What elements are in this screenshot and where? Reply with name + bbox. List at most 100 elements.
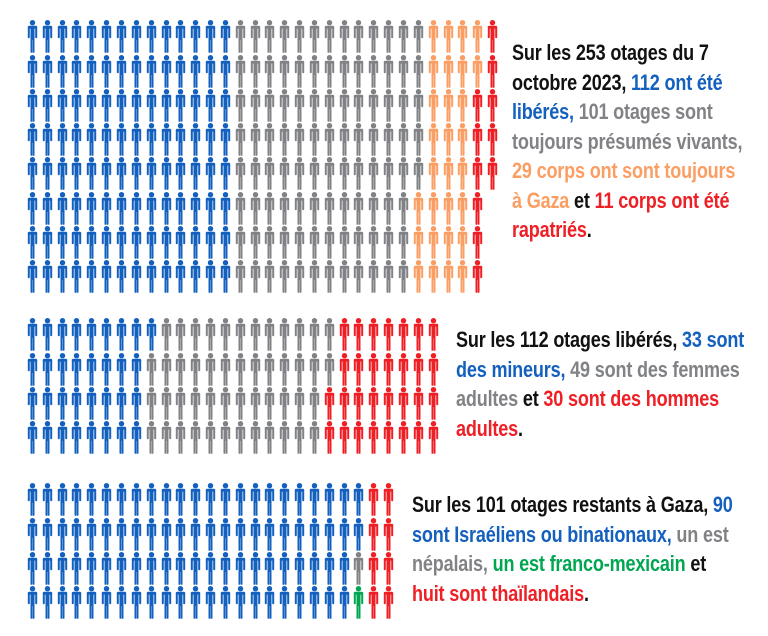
person-icon bbox=[352, 482, 367, 517]
person-icon bbox=[233, 53, 248, 88]
person-icon bbox=[25, 53, 40, 88]
person-icon bbox=[99, 516, 114, 551]
person-icon bbox=[99, 482, 114, 517]
person-icon bbox=[25, 19, 40, 54]
person-icon bbox=[426, 259, 441, 294]
person-icon bbox=[173, 19, 188, 54]
person-icon bbox=[218, 88, 233, 122]
person-icon bbox=[84, 482, 99, 517]
person-icon bbox=[352, 585, 367, 619]
person-icon bbox=[322, 551, 337, 585]
person-icon bbox=[159, 88, 174, 122]
person-icon bbox=[99, 351, 114, 386]
person-icon bbox=[55, 551, 70, 585]
person-icon bbox=[455, 19, 470, 54]
person-icon bbox=[396, 225, 411, 259]
text-segment: et bbox=[690, 551, 707, 576]
text-segment: des mineurs, bbox=[456, 356, 571, 382]
person-icon bbox=[277, 190, 292, 225]
person-icon bbox=[173, 482, 188, 517]
person-icon bbox=[322, 259, 337, 294]
person-icon bbox=[25, 122, 40, 156]
person-icon bbox=[84, 53, 99, 88]
person-icon bbox=[233, 225, 248, 259]
person-icon bbox=[159, 351, 174, 386]
person-icon bbox=[411, 190, 426, 225]
person-icon bbox=[352, 122, 367, 156]
person-icon bbox=[307, 585, 322, 619]
person-icon bbox=[396, 19, 411, 54]
person-icon bbox=[114, 420, 129, 454]
person-icon bbox=[173, 53, 188, 88]
waffle-chart-112-released bbox=[25, 317, 441, 454]
person-icon bbox=[173, 551, 188, 585]
person-icon bbox=[470, 259, 485, 294]
person-icon bbox=[292, 190, 307, 225]
person-icon bbox=[25, 585, 40, 619]
person-icon bbox=[40, 351, 55, 386]
person-icon bbox=[411, 317, 426, 352]
person-icon bbox=[203, 19, 218, 54]
text-segment: rapatriés bbox=[512, 217, 587, 242]
person-icon bbox=[396, 420, 411, 454]
caption-line: Sur les 112 otages libérés, 33 sont bbox=[456, 325, 744, 355]
person-icon bbox=[455, 88, 470, 122]
person-icon bbox=[40, 482, 55, 517]
caption-line: Sur les 101 otages restants à Gaza, 90 bbox=[412, 490, 733, 520]
person-icon bbox=[203, 259, 218, 294]
person-icon bbox=[40, 225, 55, 259]
person-icon bbox=[352, 317, 367, 352]
person-icon bbox=[263, 225, 278, 259]
person-icon bbox=[188, 259, 203, 294]
person-icon bbox=[263, 551, 278, 585]
caption-line: toujours présumés vivants, bbox=[512, 127, 742, 157]
person-icon bbox=[337, 19, 352, 54]
person-icon bbox=[188, 386, 203, 420]
person-icon bbox=[144, 482, 159, 517]
person-icon bbox=[144, 386, 159, 420]
person-icon bbox=[114, 386, 129, 420]
person-icon bbox=[99, 53, 114, 88]
person-icon bbox=[70, 88, 85, 122]
person-icon bbox=[159, 516, 174, 551]
person-icon bbox=[426, 317, 441, 352]
person-icon bbox=[144, 585, 159, 619]
person-icon bbox=[84, 156, 99, 191]
person-icon bbox=[307, 259, 322, 294]
person-icon bbox=[396, 156, 411, 191]
person-icon bbox=[352, 420, 367, 454]
person-icon bbox=[40, 317, 55, 352]
person-icon bbox=[411, 351, 426, 386]
person-icon bbox=[84, 386, 99, 420]
text-segment: 49 sont des femmes bbox=[570, 356, 740, 382]
text-segment: 30 sont des hommes bbox=[543, 386, 719, 411]
person-icon bbox=[307, 516, 322, 551]
person-icon bbox=[381, 19, 396, 54]
person-icon bbox=[322, 317, 337, 352]
text-segment: Sur les 253 otages du 7 bbox=[512, 40, 709, 65]
person-icon bbox=[70, 156, 85, 191]
person-icon bbox=[55, 351, 70, 386]
person-icon bbox=[292, 259, 307, 294]
person-icon bbox=[129, 122, 144, 156]
person-icon bbox=[307, 551, 322, 585]
person-icon bbox=[381, 53, 396, 88]
person-icon bbox=[352, 386, 367, 420]
text-segment: à Gaza bbox=[512, 187, 575, 213]
person-icon bbox=[455, 190, 470, 225]
caption-line: des mineurs, 49 sont des femmes bbox=[456, 355, 744, 385]
person-icon bbox=[366, 190, 381, 225]
person-icon bbox=[203, 156, 218, 191]
person-icon bbox=[411, 225, 426, 259]
person-icon bbox=[159, 53, 174, 88]
person-icon bbox=[70, 259, 85, 294]
person-icon bbox=[352, 259, 367, 294]
person-icon bbox=[470, 19, 485, 54]
person-icon bbox=[159, 19, 174, 54]
person-icon bbox=[337, 88, 352, 122]
person-icon bbox=[144, 53, 159, 88]
person-icon bbox=[159, 122, 174, 156]
person-icon bbox=[203, 482, 218, 517]
person-icon bbox=[70, 516, 85, 551]
person-icon bbox=[188, 317, 203, 352]
